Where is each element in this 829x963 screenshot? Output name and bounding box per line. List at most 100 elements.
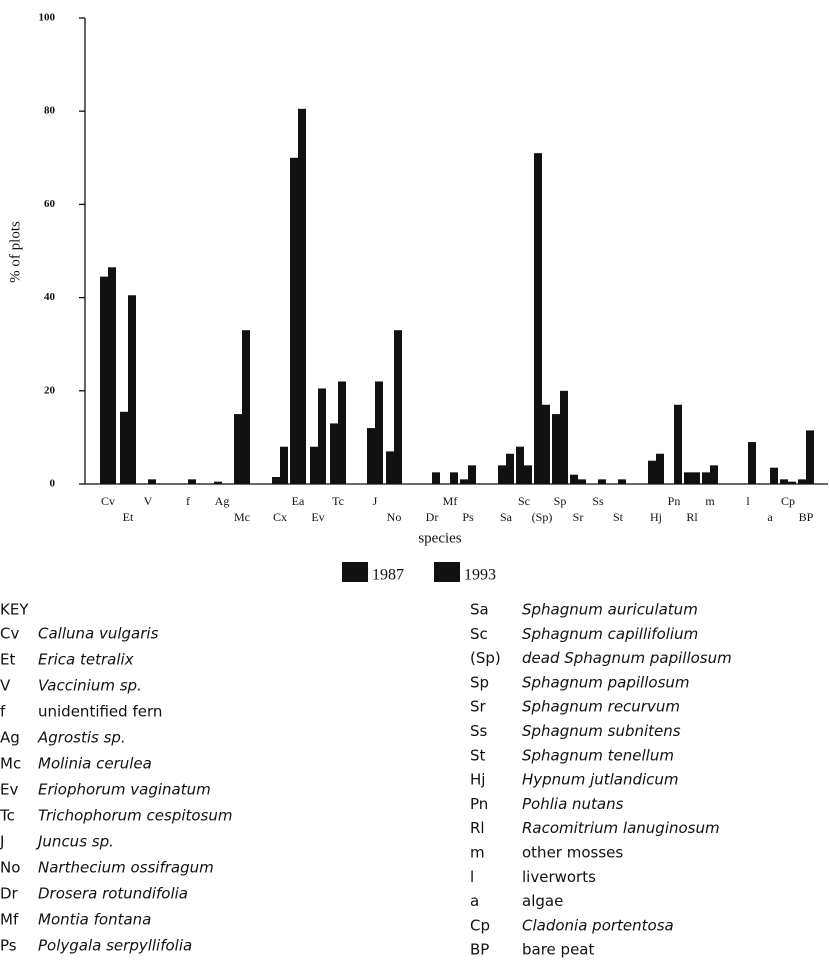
y-tick-label: 80 [44,105,56,117]
bar [618,479,626,484]
x-tick-label: Rl [686,510,698,524]
key-code: Dr [0,885,19,903]
key-name: Molinia cerulea [38,755,152,773]
key-code: m [470,844,485,862]
key-name: Racomitrium lanuginosum [522,819,720,837]
key-code: Ps [0,937,17,955]
key-code: Tc [0,807,15,825]
bar [710,465,718,484]
key-code: Et [0,651,15,669]
key-name: Pohlia nutans [522,795,624,813]
bar [524,465,532,484]
x-tick-label: Ss [592,494,604,508]
key-name: unidentified fern [38,703,162,721]
bar [120,411,128,484]
x-tick-label: Mf [443,494,458,508]
x-tick-label: Cp [781,494,795,508]
key-name: Juncus sp. [35,833,114,851]
bar [702,472,710,484]
x-tick-label: St [613,510,624,524]
x-tick-label: BP [799,510,814,524]
bar [108,267,116,484]
bar [330,423,338,484]
x-tick-label: f [186,494,190,508]
y-tick-label: 40 [44,291,56,303]
x-tick-label: Ag [215,494,230,508]
key-name: Sphagnum recurvum [522,698,680,716]
key-name: dead Sphagnum papillosum [522,649,732,667]
bar [242,330,250,484]
x-tick-label: Cx [273,510,287,524]
x-tick-label: J [373,494,378,508]
x-tick-label: Mc [234,510,250,524]
bar [188,479,196,484]
x-tick-label: Et [123,510,134,524]
key-code: Pn [470,795,488,813]
bar [552,414,560,484]
bar [148,479,156,484]
key-name: Agrostis sp. [37,729,126,747]
key-code: (Sp) [470,649,501,667]
key-code: a [470,892,479,910]
y-tick-label: 100 [39,12,56,24]
key-name: bare peat [522,941,594,959]
bar [534,153,542,484]
bar [748,442,756,484]
bar [290,157,298,485]
bar [272,477,280,484]
bar [516,446,524,484]
key-code: Cv [0,625,19,643]
bar [578,479,586,484]
x-tick-label: Sp [554,494,567,508]
bar [234,414,242,484]
x-tick-label: Dr [426,510,439,524]
key-name: Montia fontana [38,911,151,929]
x-tick-label: Sr [573,510,584,524]
key-name: Sphagnum tenellum [522,746,674,764]
bar [298,108,306,485]
key-code: Sa [470,601,489,619]
bar [780,479,788,484]
key-name: Sphagnum auriculatum [522,601,698,619]
bar [450,472,458,484]
bar [692,472,700,484]
y-tick-label: 60 [44,198,56,210]
bar [498,465,506,484]
y-tick-label: 0 [50,478,56,490]
bar [100,276,108,484]
key-code: Sr [470,698,487,716]
x-tick-label: No [387,510,402,524]
bar [798,479,806,484]
bar [468,465,476,484]
key-code: Ev [0,781,18,799]
x-axis-label: species [418,530,461,546]
key-code: f [0,703,6,721]
bar [128,295,136,484]
x-tick-label: Cv [101,494,115,508]
bar [684,472,692,484]
y-tick-label: 20 [44,384,56,396]
x-tick-label: Tc [332,494,344,508]
x-tick-label: Ev [311,510,324,524]
key-code: BP [470,941,489,959]
bar [280,446,288,484]
key-code: Sp [470,673,489,691]
key-name: Eriophorum vaginatum [38,781,211,799]
bar [375,381,383,484]
bar [386,451,394,484]
key-code: Cp [470,916,490,934]
bar [318,388,326,484]
y-axis-label: % of plots [7,221,23,283]
key-code: Hj [470,771,485,789]
bar [788,481,796,484]
bar [542,404,550,484]
key-name: Vaccinium sp. [38,677,142,695]
key-name: Sphagnum papillosum [522,673,690,691]
x-tick-label: Hj [650,510,662,524]
x-tick-label: a [767,510,773,524]
key-name: Calluna vulgaris [38,625,159,643]
bar [674,404,682,484]
bar [648,460,656,484]
legend-swatch [342,562,368,582]
